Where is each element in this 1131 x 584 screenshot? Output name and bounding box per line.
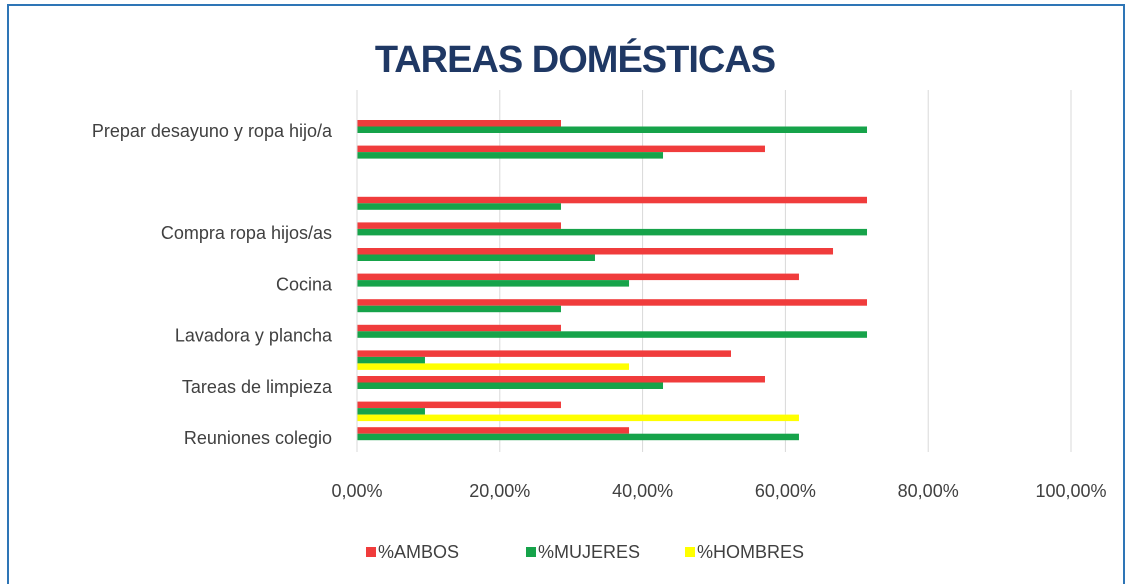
bar: [357, 273, 799, 281]
legend-swatch: [366, 547, 376, 557]
legend-label: %HOMBRES: [697, 542, 804, 562]
bar: [357, 203, 561, 210]
x-tick-label: 0,00%: [331, 481, 382, 501]
bar: [357, 126, 868, 133]
bar: [357, 152, 664, 159]
y-tick-label: Prepar desayuno y ropa hijo/a: [92, 121, 333, 141]
x-tick-label: 20,00%: [469, 481, 530, 501]
bar: [357, 299, 868, 306]
x-tick-label: 60,00%: [755, 481, 816, 501]
chart-frame: [7, 4, 1125, 584]
bar: [357, 305, 561, 313]
bar: [357, 331, 868, 338]
bar: [357, 376, 765, 383]
bar: [357, 222, 561, 229]
bar: [357, 382, 664, 389]
legend-swatch: [685, 547, 695, 557]
x-tick-label: 100,00%: [1035, 481, 1106, 501]
legend-label: %AMBOS: [378, 542, 459, 562]
bar: [357, 120, 561, 127]
bar: [357, 363, 630, 370]
legend-swatch: [526, 547, 536, 557]
bar: [357, 401, 561, 409]
bar: [357, 280, 630, 287]
chart-title: TAREAS DOMÉSTICAS: [375, 37, 775, 81]
bar: [357, 408, 425, 415]
bar: [357, 145, 765, 153]
bar: [357, 254, 595, 261]
bar: [357, 414, 799, 422]
bar: [357, 196, 868, 204]
y-tick-label: Lavadora y plancha: [175, 326, 333, 346]
y-tick-label: Cocina: [276, 274, 333, 294]
y-tick-label: Tareas de limpieza: [182, 377, 333, 397]
y-tick-label: Compra ropa hijos/as: [161, 223, 332, 243]
x-tick-label: 80,00%: [898, 481, 959, 501]
y-tick-label: Reuniones colegio: [184, 428, 332, 448]
bar: [357, 350, 731, 357]
bar: [357, 248, 834, 255]
bar: [357, 324, 561, 332]
legend-label: %MUJERES: [538, 542, 640, 562]
bar: [357, 427, 630, 434]
bar: [357, 228, 868, 236]
bar: [357, 433, 799, 441]
x-tick-label: 40,00%: [612, 481, 673, 501]
bar: [357, 356, 425, 364]
